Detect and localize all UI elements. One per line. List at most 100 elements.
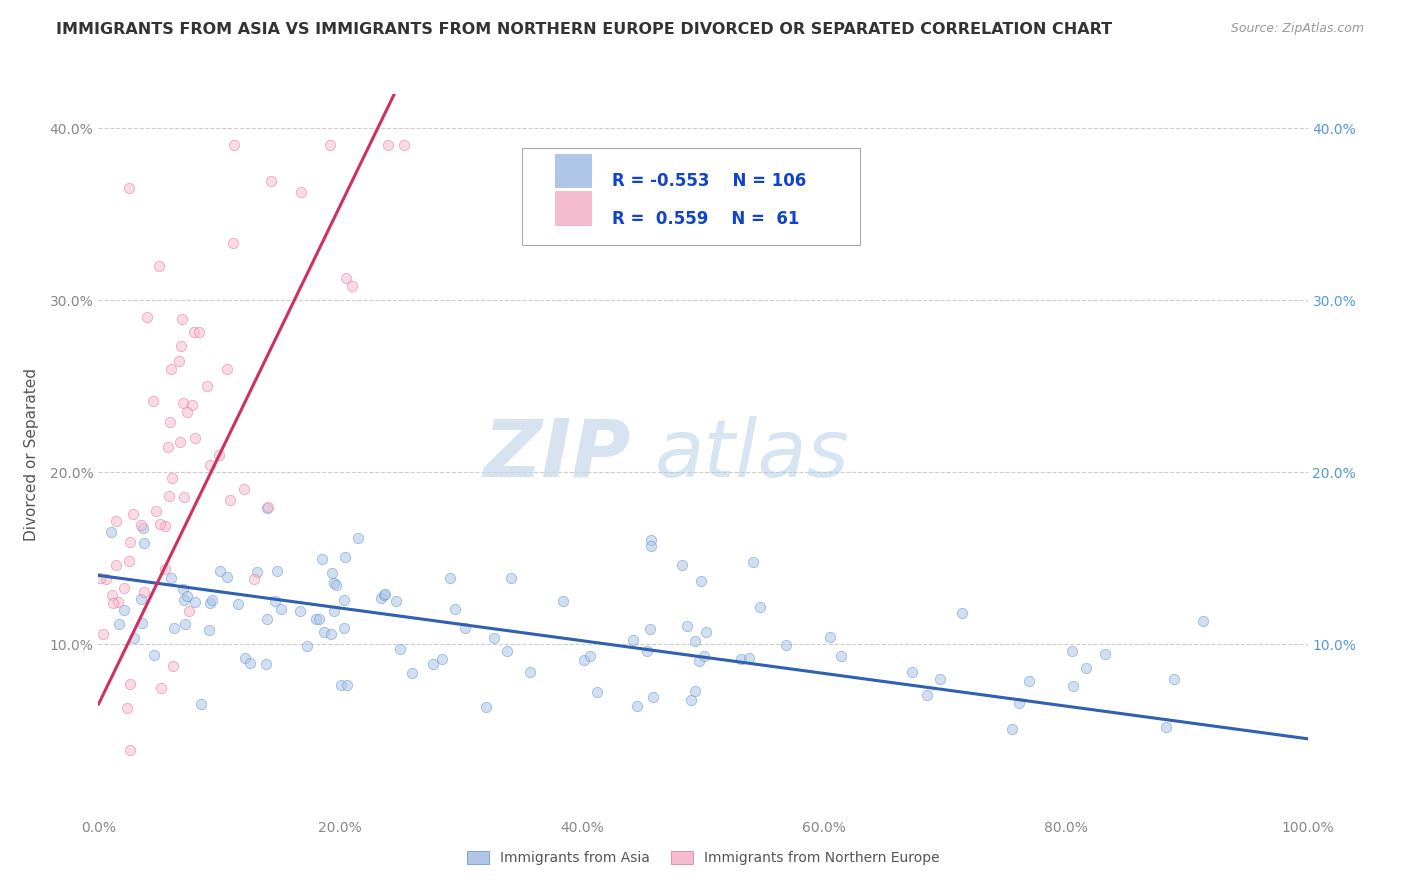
Point xyxy=(101,588,124,602)
Point xyxy=(195,379,218,393)
Point xyxy=(162,659,184,673)
Point xyxy=(325,578,347,592)
Point xyxy=(775,638,797,652)
Point xyxy=(329,678,352,692)
Point xyxy=(1154,720,1177,734)
Point xyxy=(389,641,412,656)
Point xyxy=(484,631,506,645)
Point xyxy=(1076,661,1098,675)
Point xyxy=(222,138,245,153)
Point xyxy=(122,507,145,521)
Point xyxy=(239,657,262,671)
Point xyxy=(120,534,142,549)
Point xyxy=(169,339,191,353)
Point xyxy=(636,644,658,658)
Point xyxy=(91,627,114,641)
Point xyxy=(160,571,183,585)
Point xyxy=(160,362,183,376)
Point xyxy=(118,181,141,195)
Point xyxy=(323,605,346,619)
Point xyxy=(107,617,129,632)
Point xyxy=(295,639,318,653)
Point xyxy=(173,592,195,607)
Point xyxy=(671,558,693,573)
Point xyxy=(321,566,343,580)
Point xyxy=(342,278,364,293)
Point xyxy=(689,574,711,588)
Point xyxy=(335,270,357,285)
Point xyxy=(1008,696,1031,710)
Point xyxy=(626,698,648,713)
Point xyxy=(321,626,343,640)
Point xyxy=(143,648,166,663)
Point xyxy=(135,310,157,325)
Point xyxy=(142,393,165,408)
Point xyxy=(335,550,357,565)
Point xyxy=(173,490,195,504)
Point xyxy=(176,589,198,603)
Point xyxy=(818,630,841,644)
Point xyxy=(101,596,124,610)
Point xyxy=(384,594,406,608)
Point xyxy=(198,458,221,472)
Point xyxy=(107,594,129,608)
Point xyxy=(1192,615,1215,629)
Point xyxy=(741,555,763,569)
Point xyxy=(422,657,444,671)
Point xyxy=(374,586,396,600)
Point xyxy=(132,536,155,550)
Point xyxy=(118,553,141,567)
Point xyxy=(118,677,141,691)
Point xyxy=(640,539,662,553)
Point xyxy=(172,582,194,596)
Point xyxy=(264,594,287,608)
Point xyxy=(169,435,191,450)
Point xyxy=(332,621,354,635)
Point xyxy=(496,644,519,658)
Point xyxy=(1062,644,1084,658)
Point xyxy=(377,138,399,153)
Point xyxy=(693,648,716,663)
Point xyxy=(217,361,239,376)
Point xyxy=(256,500,278,515)
Point xyxy=(246,565,269,579)
Point xyxy=(311,551,333,566)
Point xyxy=(641,690,664,704)
Text: Source: ZipAtlas.com: Source: ZipAtlas.com xyxy=(1230,22,1364,36)
Point xyxy=(104,558,127,572)
Point xyxy=(198,624,221,638)
Point xyxy=(208,564,231,578)
Point xyxy=(336,678,359,692)
Point xyxy=(585,684,607,698)
Point xyxy=(572,653,595,667)
Point xyxy=(153,519,176,533)
Point xyxy=(444,602,467,616)
Point xyxy=(184,431,207,445)
Point xyxy=(579,648,602,663)
Point xyxy=(222,235,245,250)
Point xyxy=(432,652,454,666)
Point xyxy=(683,633,706,648)
Point xyxy=(290,185,312,199)
Point xyxy=(256,500,278,514)
Point xyxy=(901,665,924,680)
Point xyxy=(1163,672,1185,686)
Point xyxy=(131,591,153,606)
Point xyxy=(132,521,155,535)
Text: IMMIGRANTS FROM ASIA VS IMMIGRANTS FROM NORTHERN EUROPE DIVORCED OR SEPARATED CO: IMMIGRANTS FROM ASIA VS IMMIGRANTS FROM … xyxy=(56,22,1112,37)
Point xyxy=(319,138,342,153)
Point xyxy=(176,405,198,419)
Point xyxy=(122,632,145,646)
Point xyxy=(208,448,231,462)
Point xyxy=(156,440,179,454)
Point xyxy=(738,651,761,665)
Point xyxy=(215,569,238,583)
Point xyxy=(1001,722,1024,736)
Point xyxy=(243,572,266,586)
Point xyxy=(157,489,180,503)
Point xyxy=(308,612,330,626)
Point xyxy=(200,596,222,610)
Point xyxy=(183,326,205,340)
Point xyxy=(163,621,186,635)
Point xyxy=(260,174,283,188)
